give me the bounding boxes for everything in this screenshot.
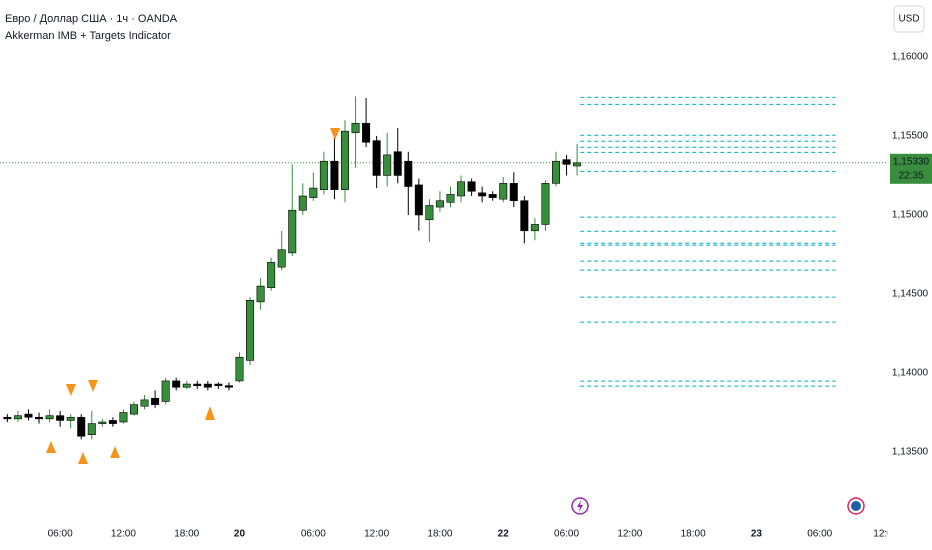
x-tick-label: 12:00 <box>364 529 389 540</box>
candle-body <box>35 416 44 420</box>
candle-body <box>246 300 255 361</box>
candle-body <box>330 160 339 190</box>
candle-body <box>13 415 22 420</box>
candle-body <box>520 200 529 232</box>
candle-body <box>3 416 12 420</box>
x-tick-label: 22 <box>498 529 510 540</box>
candle-body <box>56 415 65 421</box>
candle-body <box>414 184 423 216</box>
candle-body <box>298 195 307 211</box>
candle-body <box>351 122 360 134</box>
candle-body <box>488 194 497 198</box>
buy-signal <box>46 441 56 453</box>
candle-body <box>214 383 223 386</box>
candle-body <box>435 200 444 208</box>
candle-body <box>467 181 476 192</box>
x-tick-label: 06:00 <box>48 529 73 540</box>
sell-signal <box>66 384 76 396</box>
candle-body <box>573 162 582 167</box>
x-tick-label: 23 <box>751 529 763 540</box>
candle-body <box>172 380 181 388</box>
currency-button[interactable] <box>893 5 925 33</box>
axes: 1,16000 1,15500 1,15000 1,14500 1,14000 1,135… <box>890 52 932 458</box>
x-tick-label: 12:0 <box>873 529 893 540</box>
candle-body <box>393 151 402 176</box>
candle-body <box>562 159 571 165</box>
candle-body <box>129 404 138 415</box>
candle-body <box>541 183 550 225</box>
x-tick-label: 18:00 <box>174 529 199 540</box>
candle-body <box>182 383 191 388</box>
candle-body <box>119 412 128 423</box>
candle-body <box>288 209 297 254</box>
candle-body <box>224 385 233 388</box>
sell-signal <box>330 128 340 140</box>
candle-body <box>425 205 434 220</box>
candle-body <box>457 181 466 197</box>
candle-body <box>478 192 487 197</box>
last-price-box <box>890 153 932 184</box>
y-tick-label: 1,15500 <box>892 131 929 142</box>
candle-body <box>319 160 328 190</box>
x-tick-label: 18:00 <box>681 529 706 540</box>
x-tick-label: 18:00 <box>427 529 452 540</box>
x-tick-label: 20 <box>234 529 246 540</box>
y-tick-label: 1,16000 <box>892 52 929 63</box>
y-tick-label: 1,14000 <box>892 368 929 379</box>
candle-body <box>140 399 149 407</box>
countdown: 22:35 <box>898 170 923 181</box>
candle-body <box>499 183 508 200</box>
candle-body <box>108 420 117 424</box>
y-tick-label: 1,15000 <box>892 210 929 221</box>
buy-signal <box>78 452 88 464</box>
candle-body <box>530 224 539 232</box>
sell-signal <box>88 380 98 392</box>
candle-body <box>87 423 96 435</box>
x-tick-label: 12:00 <box>617 529 642 540</box>
candle-body <box>235 356 244 382</box>
candle-body <box>45 415 54 420</box>
candle-body <box>446 194 455 203</box>
candle-body <box>551 160 560 184</box>
x-tick-label: 06:00 <box>807 529 832 540</box>
candle-body <box>161 380 170 402</box>
y-tick-label: 1,13500 <box>892 447 929 458</box>
buy-signal <box>110 446 120 458</box>
x-tick-label: 06:00 <box>554 529 579 540</box>
candle-body <box>256 285 265 303</box>
price-axis <box>888 0 932 550</box>
last-price-label: 1,15330 <box>893 156 930 167</box>
candle-body <box>509 183 518 202</box>
currency-label[interactable]: USD <box>898 14 919 25</box>
candle-body <box>98 421 107 424</box>
candle-body <box>193 383 202 386</box>
candle-body <box>77 416 86 437</box>
event-icons <box>571 497 865 515</box>
candle-body <box>372 140 381 176</box>
candle-body <box>404 160 413 187</box>
indicator-name: Akkerman IMB + Targets Indicator <box>5 30 171 42</box>
candle-body <box>309 187 318 198</box>
candle-body <box>203 383 212 388</box>
y-tick-label: 1,14500 <box>892 289 929 300</box>
x-tick-label: 12:00 <box>111 529 136 540</box>
lightning <box>577 500 583 512</box>
buy-signal <box>205 406 215 420</box>
candle-body <box>340 130 349 190</box>
plot-area: 806:0012:0018:002006:0012:0018:002206:00… <box>0 96 893 540</box>
chart-title: Евро / Доллар США · 1ч · OANDA <box>5 13 178 25</box>
x-tick-label: 06:00 <box>301 529 326 540</box>
candle-body <box>362 122 371 143</box>
signal-markers <box>46 128 340 464</box>
candle-body <box>383 154 392 176</box>
flag <box>851 501 861 511</box>
candle-body <box>151 397 160 405</box>
candle-body <box>24 413 33 418</box>
candle-body <box>277 249 286 268</box>
candle-body <box>267 262 276 288</box>
candle-body <box>66 416 75 421</box>
